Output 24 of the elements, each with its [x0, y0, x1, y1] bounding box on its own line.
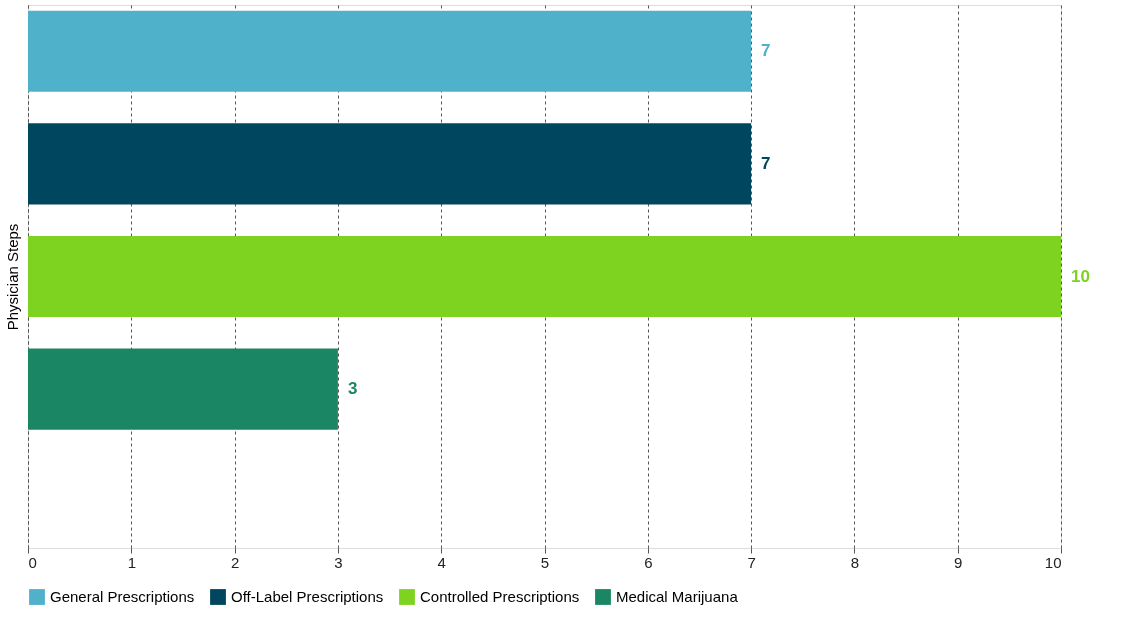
bar — [28, 348, 338, 430]
legend-label: General Prescriptions — [50, 588, 195, 605]
x-tick-label: 8 — [850, 553, 860, 571]
x-tick-label: 3 — [334, 553, 343, 571]
bar — [28, 235, 1061, 318]
legend-label: Off-Label Prescriptions — [231, 588, 384, 605]
data-label: 3 — [347, 379, 358, 399]
x-tick-label: 4 — [437, 553, 446, 571]
x-tick-label: 7 — [747, 553, 756, 571]
legend-label: Medical Marijuana — [616, 588, 739, 605]
y-axis-title: Physician Steps — [3, 223, 21, 331]
data-label: 10 — [1071, 266, 1090, 286]
bar — [28, 10, 752, 92]
x-tick-label: 0 — [28, 553, 37, 571]
x-tick-label: 2 — [230, 553, 240, 571]
x-tick-label: 10 — [1044, 553, 1062, 571]
legend-label: Controlled Prescriptions — [420, 588, 580, 605]
x-tick-label: 9 — [954, 553, 963, 571]
bar — [28, 123, 752, 205]
data-label: 7 — [761, 41, 771, 61]
x-tick-label: 5 — [540, 553, 550, 571]
x-tick-label: 6 — [644, 553, 653, 571]
x-tick-label: 1 — [127, 553, 136, 571]
data-label: 7 — [761, 153, 771, 173]
